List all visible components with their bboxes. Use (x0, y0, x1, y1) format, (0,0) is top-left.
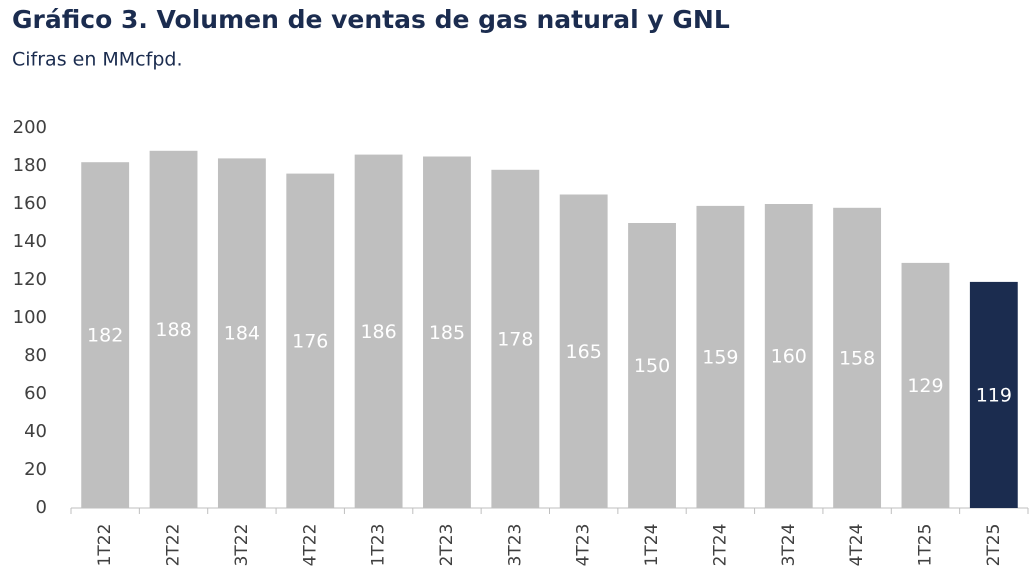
value-label: 176 (292, 330, 328, 352)
bar (423, 156, 471, 508)
x-tick-label: 4T23 (574, 524, 594, 567)
bar (149, 150, 198, 509)
y-tick-label: 100 (13, 307, 47, 328)
value-label: 184 (224, 323, 260, 345)
value-label: 178 (497, 328, 533, 350)
value-label: 160 (771, 346, 807, 368)
x-tick-label: 2T24 (710, 524, 730, 567)
value-label: 188 (155, 319, 191, 341)
x-tick-label: 2T25 (984, 524, 1004, 567)
bar (491, 169, 540, 509)
x-tick-label: 1T22 (95, 524, 115, 567)
x-tick-label: 2T23 (437, 524, 457, 567)
bar (81, 162, 130, 508)
bar (559, 194, 608, 508)
x-tick-label: 3T23 (505, 524, 525, 567)
chart-title: Gráfico 3. Volumen de ventas de gas natu… (12, 5, 730, 34)
x-tick-label: 4T22 (300, 524, 320, 567)
bar (764, 204, 813, 508)
x-tick-label: 1T24 (642, 524, 662, 567)
x-tick-label: 4T24 (847, 524, 867, 567)
bar (969, 281, 1018, 508)
value-label: 165 (566, 341, 602, 363)
x-tick-label: 3T22 (232, 524, 252, 567)
value-label: 129 (907, 375, 943, 397)
value-label: 158 (839, 347, 875, 369)
y-tick-label: 0 (36, 497, 47, 518)
bar (217, 158, 266, 508)
y-tick-label: 80 (24, 345, 47, 366)
bar (286, 173, 335, 508)
value-label: 185 (429, 322, 465, 344)
bar (833, 207, 882, 509)
value-label: 159 (702, 346, 738, 368)
bar (696, 205, 745, 508)
y-tick-label: 180 (13, 155, 47, 176)
y-tick-label: 40 (24, 421, 47, 442)
y-tick-label: 140 (13, 231, 47, 252)
x-tick-label: 2T22 (164, 524, 184, 567)
bar (354, 154, 403, 508)
bar (901, 262, 950, 508)
bar (628, 223, 676, 508)
chart-subtitle: Cifras en MMcfpd. (12, 49, 182, 71)
value-label: 119 (976, 384, 1012, 406)
y-tick-label: 60 (24, 383, 47, 404)
y-tick-label: 200 (13, 117, 47, 138)
y-tick-label: 120 (13, 269, 47, 290)
value-label: 150 (634, 355, 670, 377)
y-tick-label: 160 (13, 193, 47, 214)
x-tick-label: 1T25 (915, 524, 935, 567)
y-tick-label: 20 (24, 459, 47, 480)
x-tick-label: 1T23 (369, 524, 389, 567)
value-label: 186 (360, 321, 396, 343)
value-label: 182 (87, 325, 123, 347)
x-tick-label: 3T24 (779, 524, 799, 567)
